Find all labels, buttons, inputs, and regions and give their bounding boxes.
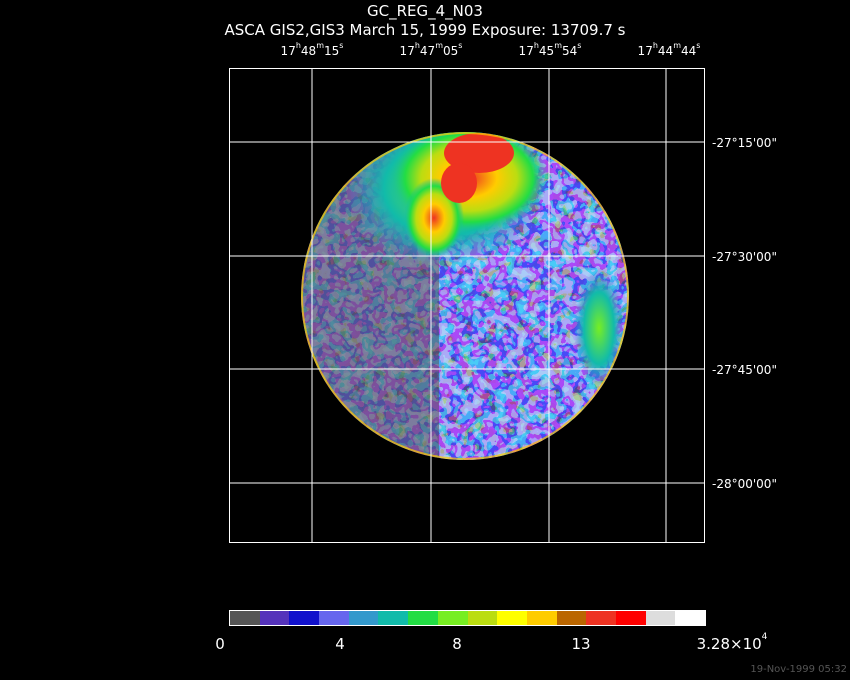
colorbar-swatch xyxy=(497,611,527,625)
colorbar-swatch xyxy=(615,611,646,625)
colorbar-label: 8 xyxy=(452,635,462,653)
image-subtitle: ASCA GIS2,GIS3 March 15, 1999 Exposure: … xyxy=(224,21,626,39)
colorbar-swatch xyxy=(289,611,320,625)
colorbar-label: 0 xyxy=(215,635,225,653)
timestamp: 19-Nov-1999 05:32 xyxy=(750,664,847,675)
colorbar-swatch xyxy=(645,611,676,625)
dec-tick-label: -28°00'00" xyxy=(712,477,777,491)
image-title: GC_REG_4_N03 xyxy=(367,2,483,20)
ra-tick-label: 17h45m54s xyxy=(518,41,582,58)
colorbar-swatch xyxy=(586,611,616,625)
colorbar xyxy=(229,610,706,626)
colorbar-swatch xyxy=(526,611,557,625)
colorbar-swatch xyxy=(675,611,705,625)
dec-tick-label: -27°45'00" xyxy=(712,363,777,377)
colorbar-swatch xyxy=(408,611,438,625)
colorbar-label: 13 xyxy=(571,635,591,653)
colorbar-label: 4 xyxy=(335,635,345,653)
field-of-view xyxy=(301,132,629,460)
colorbar-swatch xyxy=(319,611,349,625)
ra-tick-label: 17h48m15s xyxy=(280,41,344,58)
colorbar-swatch xyxy=(556,611,587,625)
colorbar-swatch xyxy=(230,611,260,625)
colorbar-max-label: 3.28×104 xyxy=(696,632,768,653)
ra-tick-label: 17h47m05s xyxy=(399,41,463,58)
colorbar-swatch xyxy=(378,611,409,625)
coordinate-grid xyxy=(229,68,705,543)
image-frame xyxy=(229,68,705,543)
colorbar-swatch xyxy=(437,611,468,625)
colorbar-swatch xyxy=(259,611,290,625)
dec-tick-label: -27°15'00" xyxy=(712,136,777,150)
colorbar-swatch xyxy=(467,611,498,625)
xray-intensity-map xyxy=(229,68,705,543)
ra-tick-label: 17h44m44s xyxy=(637,41,701,58)
colorbar-swatch xyxy=(348,611,379,625)
dec-tick-label: -27°30'00" xyxy=(712,250,777,264)
